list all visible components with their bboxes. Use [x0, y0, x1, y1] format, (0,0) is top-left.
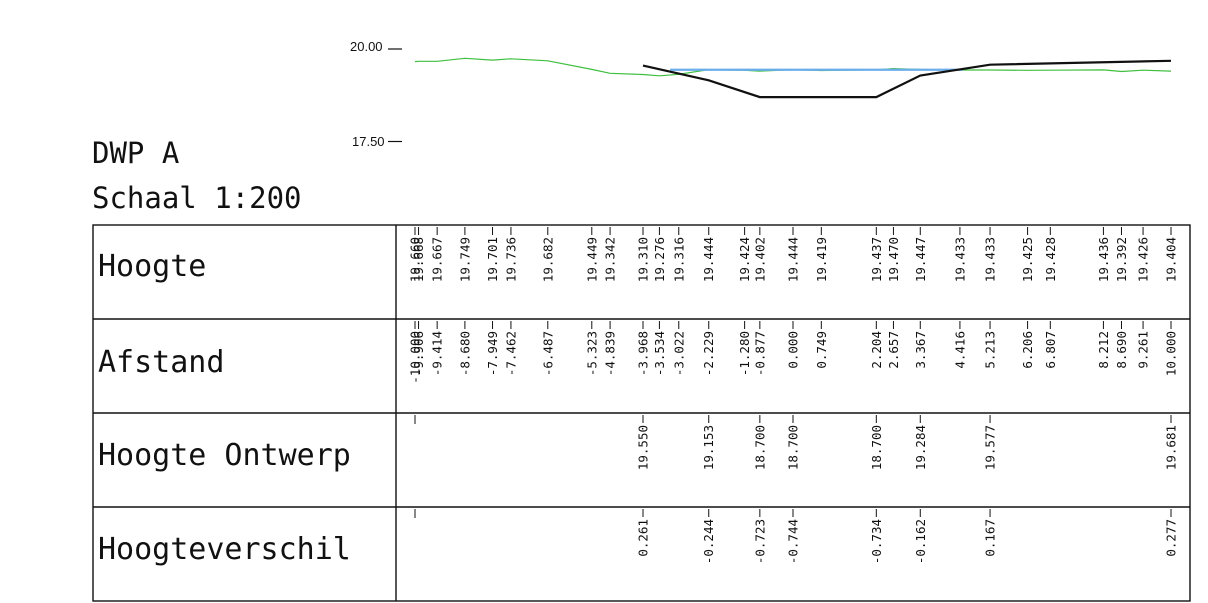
hoogte-value: 19.447: [913, 237, 928, 282]
hoogte-value: 19.436: [1096, 237, 1111, 282]
verschil-value: -0.723: [752, 519, 767, 564]
afstand-value: -6.487: [540, 331, 555, 376]
verschil-value: -0.744: [786, 519, 801, 564]
hoogte-value: 19.425: [1020, 237, 1035, 282]
hoogte-value: 19.736: [503, 237, 518, 282]
verschil-value: 0.261: [636, 519, 651, 557]
verschil-value: -0.244: [701, 519, 716, 564]
axis-label-top: 20.00: [350, 39, 383, 54]
row-label-hoogteverschil: Hoogteverschil: [98, 532, 351, 567]
verschil-value: 0.277: [1164, 519, 1179, 557]
afstand-value: 6.206: [1020, 331, 1035, 369]
hoogte-value: 19.310: [636, 237, 651, 282]
afstand-value: -9.414: [430, 331, 445, 376]
ontwerp-value: 18.700: [786, 425, 801, 470]
data-table: 19.660 -10.000 19.668 -9.906 19.667 -9.414 19.…: [92, 224, 1191, 602]
verschil-value: -0.734: [869, 519, 884, 564]
hoogte-value: 19.668: [411, 237, 426, 282]
axis-label-bottom: 17.50: [352, 134, 385, 149]
drawing-scale: Schaal 1:200: [92, 181, 302, 215]
hoogte-value: 19.404: [1164, 237, 1179, 282]
ontwerp-value: 19.284: [913, 425, 928, 470]
afstand-value: 2.204: [869, 331, 884, 369]
afstand-value: 10.000: [1164, 331, 1179, 376]
profile-plot: [388, 48, 1172, 143]
hoogte-value: 19.426: [1136, 237, 1151, 282]
afstand-value: 2.657: [886, 331, 901, 369]
drawing-title: DWP A: [92, 136, 180, 170]
ontwerp-value: 18.700: [752, 425, 767, 470]
ontwerp-value: 19.681: [1164, 425, 1179, 470]
afstand-value: -7.462: [503, 331, 518, 376]
afstand-value: 8.690: [1114, 331, 1129, 369]
afstand-value: 5.213: [983, 331, 998, 369]
row-label-afstand: Afstand: [98, 345, 225, 380]
afstand-value: -8.680: [457, 331, 472, 376]
afstand-value: 3.367: [913, 331, 928, 369]
hoogte-value: 19.428: [1043, 237, 1058, 282]
hoogte-value: 19.402: [752, 237, 767, 282]
afstand-value: 0.000: [786, 331, 801, 369]
hoogte-value: 19.660: [408, 237, 423, 282]
afstand-value: -0.877: [752, 331, 767, 376]
hoogte-value: 19.667: [430, 237, 445, 282]
terrain-line: [414, 57, 1172, 77]
hoogte-value: 19.470: [886, 237, 901, 282]
afstand-value: 6.807: [1043, 331, 1058, 369]
hoogte-value: 19.749: [457, 237, 472, 282]
hoogte-value: 19.444: [701, 237, 716, 282]
hoogte-value: 19.316: [671, 237, 686, 282]
afstand-value: -1.280: [737, 331, 752, 376]
verschil-value: 0.167: [983, 519, 998, 557]
ontwerp-value: 18.700: [869, 425, 884, 470]
hoogte-value: 19.449: [584, 237, 599, 282]
afstand-value: 9.261: [1136, 331, 1151, 369]
hoogte-value: 19.444: [786, 237, 801, 282]
afstand-value: -3.022: [671, 331, 686, 376]
hoogte-value: 19.701: [485, 237, 500, 282]
ontwerp-value: 19.153: [701, 425, 716, 470]
hoogte-value: 19.392: [1114, 237, 1129, 282]
afstand-value: -9.906: [411, 331, 426, 376]
afstand-value: -4.839: [603, 331, 618, 376]
afstand-value: -3.534: [652, 331, 667, 376]
ontwerp-value: 19.550: [636, 425, 651, 470]
afstand-value: 4.416: [952, 331, 967, 369]
ontwerp-value: 19.577: [983, 425, 998, 470]
afstand-value: 8.212: [1096, 331, 1111, 369]
row-label-hoogte: Hoogte: [98, 249, 207, 284]
hoogte-value: 19.433: [983, 237, 998, 282]
hoogte-value: 19.433: [952, 237, 967, 282]
row-label-hoogte-ontwerp: Hoogte Ontwerp: [98, 438, 351, 473]
hoogte-value: 19.419: [814, 237, 829, 282]
hoogte-value: 19.276: [652, 237, 667, 282]
afstand-value: -5.323: [584, 331, 599, 376]
hoogte-value: 19.437: [869, 237, 884, 282]
afstand-value: -2.229: [701, 331, 716, 376]
hoogte-value: 19.682: [540, 237, 555, 282]
afstand-value: -7.949: [485, 331, 500, 376]
design-profile-line: [642, 59, 1172, 99]
verschil-value: -0.162: [913, 519, 928, 564]
afstand-value: -3.968: [636, 331, 651, 376]
afstand-value: -10.000: [408, 331, 423, 384]
afstand-value: 0.749: [814, 331, 829, 369]
hoogte-value: 19.342: [603, 237, 618, 282]
hoogte-value: 19.424: [737, 237, 752, 282]
